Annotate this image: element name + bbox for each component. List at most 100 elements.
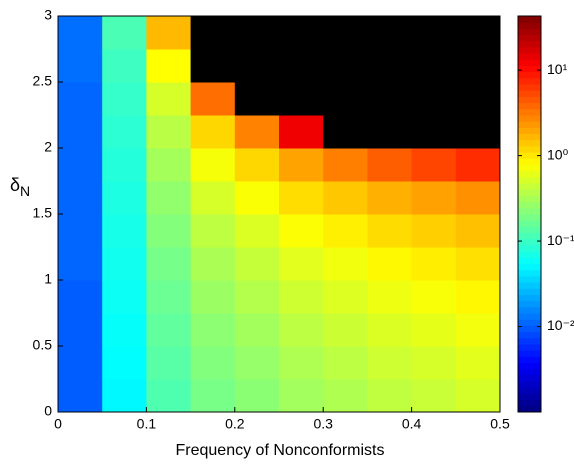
cell	[190, 16, 236, 50]
cell	[234, 49, 280, 83]
colorbar-swatch	[518, 170, 541, 178]
cell	[234, 16, 280, 50]
colorbar-swatch	[518, 46, 541, 54]
cell	[279, 16, 324, 50]
cell	[455, 247, 501, 281]
cell	[190, 379, 236, 413]
colorbar-swatch	[518, 121, 541, 128]
cell	[323, 247, 368, 281]
cell	[234, 148, 280, 182]
cell	[234, 280, 280, 314]
colorbar-swatch	[518, 164, 541, 172]
cell	[367, 16, 413, 50]
colorbar-frame	[517, 15, 542, 413]
colorbar-swatch	[518, 115, 541, 122]
cell	[279, 313, 324, 347]
cell	[102, 16, 147, 50]
cell	[234, 181, 280, 215]
colorbar-swatch	[518, 319, 541, 326]
cell	[455, 280, 501, 314]
cell	[234, 313, 280, 347]
cell	[411, 148, 457, 182]
colorbar-swatch	[518, 263, 541, 271]
y-tick-label: 1.5	[33, 205, 53, 221]
colorbar	[518, 16, 541, 413]
colorbar-swatch	[518, 269, 541, 277]
cell	[146, 115, 192, 149]
cell	[411, 181, 457, 215]
cell	[367, 280, 413, 314]
colorbar-swatch	[518, 201, 541, 209]
cell	[279, 82, 324, 116]
cell	[190, 280, 236, 314]
x-tick-label: 0	[54, 416, 62, 432]
y-label-symbol: δ	[10, 175, 20, 195]
cell	[234, 214, 280, 248]
colorbar-swatch	[518, 59, 541, 66]
y-tick-label: 2	[44, 139, 52, 155]
colorbar-swatch	[518, 275, 541, 283]
cell	[234, 115, 280, 149]
cell	[58, 346, 103, 380]
cell	[58, 181, 103, 215]
colorbar-swatch	[518, 152, 541, 159]
cell	[411, 379, 457, 413]
colorbar-tick-label: 10⁰	[547, 146, 569, 162]
cell	[455, 82, 501, 116]
cell	[279, 379, 324, 413]
cell	[323, 49, 368, 83]
colorbar-swatch	[518, 28, 541, 36]
cell	[58, 148, 103, 182]
cell	[234, 82, 280, 116]
colorbar-swatch	[518, 16, 541, 23]
colorbar-swatch	[518, 294, 541, 302]
cell	[411, 346, 457, 380]
colorbar-swatch	[518, 176, 541, 184]
cell	[102, 247, 147, 281]
colorbar-swatch	[518, 362, 541, 370]
cell	[455, 181, 501, 215]
colorbar-swatch	[518, 214, 541, 221]
colorbar-tick-label: 10⁻²	[547, 317, 574, 333]
cell	[323, 214, 368, 248]
colorbar-swatch	[518, 393, 541, 401]
cell	[146, 181, 192, 215]
cell	[234, 247, 280, 281]
cell	[146, 313, 192, 347]
cell	[190, 247, 236, 281]
cell	[102, 214, 147, 248]
cell	[323, 379, 368, 413]
colorbar-swatch	[518, 84, 541, 91]
x-tick-label: 0.4	[402, 416, 422, 432]
cell	[58, 280, 103, 314]
colorbar-swatch	[518, 232, 541, 240]
heatmap	[58, 16, 501, 413]
colorbar-swatch	[518, 108, 541, 116]
cell	[146, 379, 192, 413]
colorbar-swatch	[518, 22, 541, 29]
cell	[190, 346, 236, 380]
colorbar-swatch	[518, 343, 541, 351]
colorbar-swatch	[518, 399, 541, 407]
colorbar-tick-label: 10⁻¹	[547, 232, 574, 248]
colorbar-swatch	[518, 374, 541, 382]
cell	[58, 49, 103, 83]
cell	[367, 313, 413, 347]
cell	[58, 247, 103, 281]
colorbar-swatch	[518, 189, 541, 196]
cell	[367, 214, 413, 248]
colorbar-swatch	[518, 96, 541, 104]
cell	[367, 49, 413, 83]
cell	[102, 115, 147, 149]
colorbar-swatch	[518, 238, 541, 246]
colorbar-swatch	[518, 183, 541, 190]
cell	[58, 115, 103, 149]
colorbar-swatch	[518, 90, 541, 97]
cell	[146, 280, 192, 314]
cell	[455, 16, 501, 50]
cell	[411, 247, 457, 281]
y-tick-label: 0	[44, 403, 52, 419]
colorbar-swatch	[518, 102, 541, 110]
colorbar-swatch	[518, 325, 541, 333]
